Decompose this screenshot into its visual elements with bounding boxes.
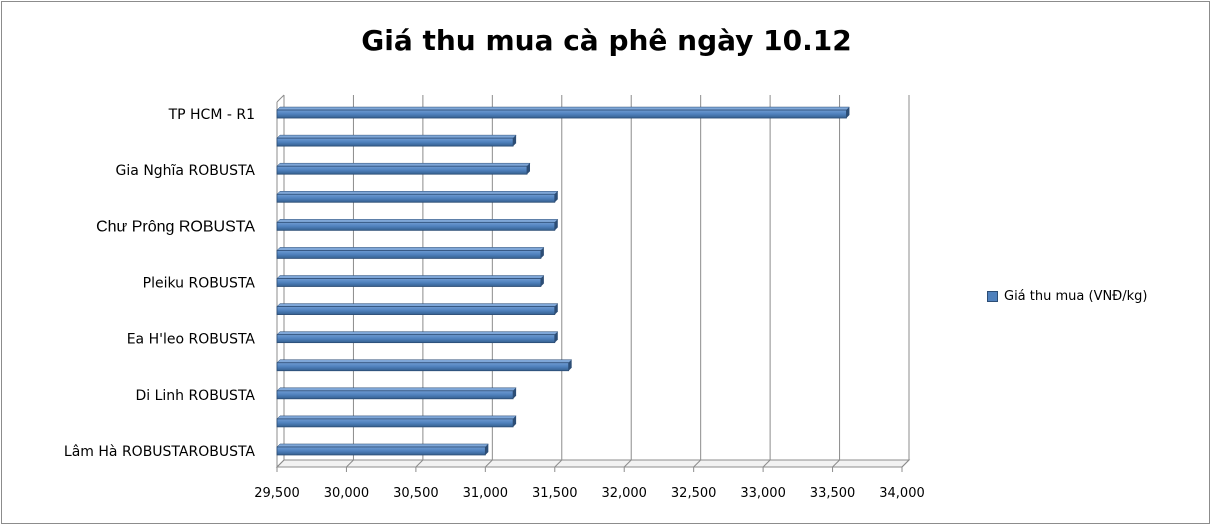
x-gridline bbox=[415, 95, 424, 468]
bar bbox=[276, 137, 514, 147]
legend: Giá thu mua (VNĐ/kg) bbox=[987, 289, 1148, 304]
x-gridline bbox=[554, 95, 563, 468]
x-gridline bbox=[623, 95, 632, 468]
x-tick-label: 30,000 bbox=[324, 486, 370, 501]
bar-top-face bbox=[276, 106, 851, 111]
y-category-label: Chư Prông ROBUSTA bbox=[96, 218, 255, 235]
bar-top-face bbox=[276, 275, 545, 279]
bar bbox=[276, 418, 514, 428]
bar bbox=[276, 306, 556, 315]
y-category-label: Gia Nghĩa ROBUSTA bbox=[116, 163, 256, 179]
bar bbox=[276, 165, 528, 175]
bar-end-cap bbox=[554, 191, 558, 203]
bar-top-face bbox=[276, 162, 531, 167]
x-tick-label: 29,500 bbox=[254, 486, 300, 501]
bar-top-face bbox=[276, 331, 559, 335]
legend-swatch bbox=[987, 291, 998, 302]
bar bbox=[276, 193, 556, 203]
bar-end-cap bbox=[540, 247, 544, 259]
y-category-label: Lâm Hà ROBUSTAROBUSTA bbox=[64, 444, 256, 460]
bar-top-face bbox=[276, 134, 517, 139]
y-category-label: TP HCM - R1 bbox=[168, 107, 255, 123]
bar-top-face bbox=[276, 247, 545, 251]
bar-top-face bbox=[276, 443, 489, 448]
x-tick-label: 30,500 bbox=[393, 486, 439, 501]
bar-end-cap bbox=[513, 415, 517, 427]
x-tick-label: 32,000 bbox=[601, 486, 647, 501]
bar bbox=[276, 334, 556, 344]
bar bbox=[276, 390, 514, 400]
bar-top-face bbox=[276, 191, 559, 195]
y-category-label: Ea H'leo ROBUSTA bbox=[127, 332, 256, 348]
x-gridline bbox=[484, 95, 493, 468]
bar-top-face bbox=[276, 359, 573, 363]
x-tick-label: 34,000 bbox=[879, 486, 925, 501]
bar-top-face bbox=[276, 415, 517, 420]
bar-top-face bbox=[276, 387, 517, 392]
x-tick-label: 33,000 bbox=[740, 486, 786, 501]
bar-end-cap bbox=[527, 163, 530, 175]
bar-end-cap bbox=[846, 107, 850, 119]
x-gridline bbox=[762, 95, 771, 468]
y-category-label: Pleiku ROBUSTA bbox=[143, 276, 256, 292]
chart-title: Giá thu mua cà phê ngày 10.12 bbox=[361, 24, 852, 57]
bar-end-cap bbox=[554, 219, 558, 231]
bar bbox=[276, 250, 542, 259]
bar-top-face bbox=[276, 219, 559, 223]
bar bbox=[276, 278, 542, 287]
bar-end-cap bbox=[554, 331, 558, 343]
bar bbox=[276, 221, 556, 231]
bar-end-cap bbox=[513, 135, 517, 147]
x-gridline bbox=[276, 95, 285, 468]
y-category-label: Di Linh ROBUSTA bbox=[135, 388, 255, 404]
plot-floor bbox=[275, 459, 911, 468]
legend-label: Giá thu mua (VNĐ/kg) bbox=[1004, 289, 1148, 304]
bar-end-cap bbox=[568, 359, 572, 371]
x-gridline bbox=[832, 95, 841, 468]
bar-top-face bbox=[276, 303, 559, 307]
bar bbox=[276, 109, 847, 119]
x-tick-label: 31,500 bbox=[532, 486, 578, 501]
x-tick-label: 31,000 bbox=[463, 486, 509, 501]
bar bbox=[276, 362, 570, 372]
bar-end-cap bbox=[554, 303, 558, 315]
x-tick-label: 33,500 bbox=[810, 486, 856, 501]
x-gridline bbox=[346, 95, 354, 468]
x-gridline bbox=[693, 95, 702, 468]
bar-end-cap bbox=[513, 387, 517, 399]
x-gridline bbox=[901, 95, 910, 468]
bar bbox=[276, 446, 486, 456]
bar-end-cap bbox=[485, 443, 489, 455]
y-axis-depth-line bbox=[276, 94, 285, 103]
bar-end-cap bbox=[540, 275, 544, 287]
x-tick-label: 32,500 bbox=[671, 486, 717, 501]
